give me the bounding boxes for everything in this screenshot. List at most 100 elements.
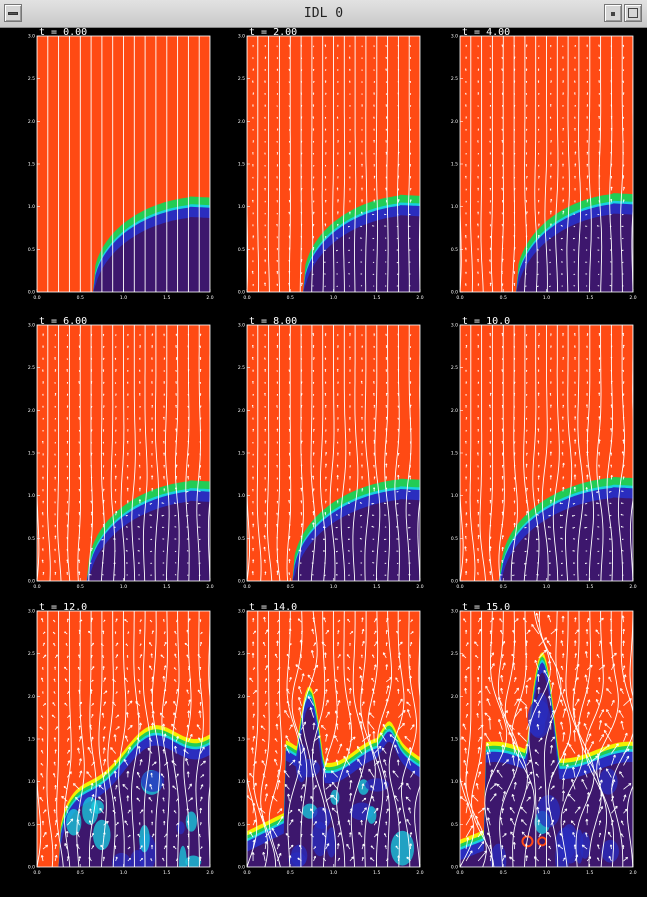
x-tick-label: 2.0 bbox=[206, 295, 213, 301]
x-tick-label: 1.5 bbox=[586, 295, 593, 301]
x-tick-label: 0.5 bbox=[500, 584, 507, 590]
x-tick-label: 1.0 bbox=[330, 870, 337, 876]
y-tick-label: 3.0 bbox=[28, 323, 35, 329]
mixing-patch bbox=[366, 806, 377, 824]
y-tick-label: 1.0 bbox=[28, 493, 35, 499]
y-tick-label: 0.5 bbox=[238, 247, 245, 253]
y-tick-label: 1.0 bbox=[28, 779, 35, 785]
x-tick-label: 0.0 bbox=[243, 870, 250, 876]
y-tick-label: 0.0 bbox=[28, 579, 35, 585]
y-tick-label: 0.0 bbox=[451, 579, 458, 585]
mixing-patch bbox=[66, 809, 82, 836]
y-tick-label: 0.5 bbox=[28, 822, 35, 828]
y-tick-label: 0.5 bbox=[451, 822, 458, 828]
velocity-vectors bbox=[251, 333, 412, 577]
y-tick-label: 1.0 bbox=[451, 779, 458, 785]
y-tick-label: 1.5 bbox=[28, 162, 35, 168]
y-tick-label: 2.5 bbox=[451, 76, 458, 82]
y-tick-label: 2.5 bbox=[238, 76, 245, 82]
y-tick-label: 1.5 bbox=[451, 162, 458, 168]
y-tick-label: 0.5 bbox=[238, 536, 245, 542]
y-tick-label: 0.0 bbox=[451, 290, 458, 296]
y-tick-label: 2.0 bbox=[238, 408, 245, 414]
x-tick-label: 2.0 bbox=[629, 584, 636, 590]
y-tick-label: 1.5 bbox=[28, 737, 35, 743]
panel-time-label: t = 0.00 bbox=[39, 28, 87, 38]
mixing-patch bbox=[598, 768, 618, 795]
x-tick-label: 1.0 bbox=[543, 870, 550, 876]
y-tick-label: 3.0 bbox=[238, 323, 245, 329]
y-tick-label: 1.5 bbox=[28, 451, 35, 457]
x-tick-label: 0.0 bbox=[33, 295, 40, 301]
velocity-vectors bbox=[41, 333, 202, 576]
x-tick-label: 0.5 bbox=[500, 295, 507, 301]
velocity-vectors bbox=[464, 332, 625, 577]
x-tick-label: 1.0 bbox=[330, 584, 337, 590]
minimize-button[interactable] bbox=[604, 4, 622, 22]
velocity-vectors bbox=[251, 44, 412, 287]
y-tick-label: 3.0 bbox=[451, 609, 458, 615]
panel-time-label: t = 2.00 bbox=[249, 28, 297, 38]
x-tick-label: 2.0 bbox=[416, 584, 423, 590]
y-tick-label: 1.5 bbox=[451, 737, 458, 743]
y-tick-label: 2.0 bbox=[28, 119, 35, 125]
x-tick-label: 2.0 bbox=[416, 870, 423, 876]
mixing-patch bbox=[92, 819, 111, 851]
simulation-panel: 0.0 0.5 1.0 1.5 2.0 0.0 0.5 1.0 1.5 2.0 2.5 3.0 t = … bbox=[451, 602, 637, 876]
x-tick-label: 0.5 bbox=[77, 870, 84, 876]
x-tick-label: 0.5 bbox=[77, 584, 84, 590]
x-tick-label: 1.5 bbox=[586, 870, 593, 876]
window-menu-button[interactable] bbox=[4, 4, 22, 22]
y-tick-label: 1.0 bbox=[238, 779, 245, 785]
mixing-patch bbox=[178, 845, 187, 867]
y-tick-label: 1.0 bbox=[451, 204, 458, 210]
velocity-vectors bbox=[247, 616, 415, 862]
x-tick-label: 1.5 bbox=[373, 295, 380, 301]
window-title: IDL 0 bbox=[303, 6, 344, 21]
dense-region-core bbox=[460, 672, 633, 867]
simulation-panel: 0.0 0.5 1.0 1.5 2.0 0.0 0.5 1.0 1.5 2.0 2.5 3.0 t = … bbox=[451, 316, 637, 590]
panel-time-label: t = 12.0 bbox=[39, 602, 87, 613]
y-tick-label: 0.5 bbox=[451, 536, 458, 542]
panel-time-label: t = 10.0 bbox=[462, 316, 510, 327]
y-tick-label: 1.0 bbox=[28, 204, 35, 210]
x-tick-label: 1.0 bbox=[120, 870, 127, 876]
y-tick-label: 0.0 bbox=[28, 865, 35, 871]
simulation-panel: 0.0 0.5 1.0 1.5 2.0 0.0 0.5 1.0 1.5 2.0 2.5 3.0 t = … bbox=[28, 28, 214, 301]
simulation-panel: 0.0 0.5 1.0 1.5 2.0 0.0 0.5 1.0 1.5 2.0 2.5 3.0 t = … bbox=[451, 28, 637, 301]
x-tick-label: 1.5 bbox=[163, 295, 170, 301]
x-tick-label: 0.0 bbox=[33, 584, 40, 590]
x-tick-label: 2.0 bbox=[629, 870, 636, 876]
y-tick-label: 2.5 bbox=[28, 76, 35, 82]
maximize-button[interactable] bbox=[624, 4, 642, 22]
x-tick-label: 0.0 bbox=[243, 584, 250, 590]
simulation-panel: 0.0 0.5 1.0 1.5 2.0 0.0 0.5 1.0 1.5 2.0 2.5 3.0 t = … bbox=[28, 602, 214, 876]
mixing-patch bbox=[326, 827, 337, 858]
title-bar[interactable]: IDL 0 bbox=[0, 0, 647, 28]
field-lines bbox=[37, 36, 210, 292]
panel-time-label: t = 6.00 bbox=[39, 316, 87, 327]
x-tick-label: 0.0 bbox=[456, 295, 463, 301]
y-tick-label: 3.0 bbox=[451, 34, 458, 40]
x-tick-label: 2.0 bbox=[206, 584, 213, 590]
y-tick-label: 0.0 bbox=[238, 290, 245, 296]
y-tick-label: 2.0 bbox=[28, 694, 35, 700]
panel-grid: 0.0 0.5 1.0 1.5 2.0 0.0 0.5 1.0 1.5 2.0 2.5 3.0 t = … bbox=[28, 28, 637, 876]
x-tick-label: 1.5 bbox=[373, 584, 380, 590]
x-tick-label: 1.0 bbox=[543, 295, 550, 301]
simulation-panel: 0.0 0.5 1.0 1.5 2.0 0.0 0.5 1.0 1.5 2.0 2.5 3.0 t = … bbox=[28, 316, 214, 590]
x-tick-label: 0.5 bbox=[77, 295, 84, 301]
y-tick-label: 2.5 bbox=[28, 365, 35, 371]
panel-time-label: t = 4.00 bbox=[462, 28, 510, 38]
x-tick-label: 2.0 bbox=[416, 295, 423, 301]
x-tick-label: 2.0 bbox=[629, 295, 636, 301]
mixing-patch bbox=[555, 827, 576, 861]
simulation-panel: 0.0 0.5 1.0 1.5 2.0 0.0 0.5 1.0 1.5 2.0 2.5 3.0 t = … bbox=[238, 316, 424, 590]
y-tick-label: 2.5 bbox=[451, 365, 458, 371]
y-tick-label: 2.0 bbox=[28, 408, 35, 414]
y-tick-label: 2.0 bbox=[451, 119, 458, 125]
y-tick-label: 0.5 bbox=[28, 247, 35, 253]
x-tick-label: 0.5 bbox=[287, 295, 294, 301]
x-tick-label: 1.0 bbox=[330, 295, 337, 301]
